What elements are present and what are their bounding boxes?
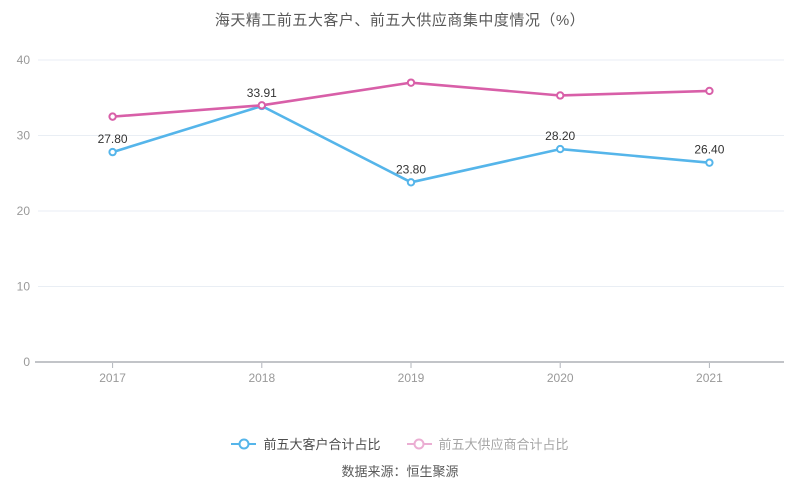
data-point[interactable] (108, 147, 117, 157)
y-axis-label: 20 (17, 204, 31, 218)
data-point-label: 33.91 (247, 86, 277, 100)
x-axis-label: 2018 (248, 371, 275, 385)
ring-icon (238, 438, 250, 449)
line-series-marker-icon (406, 438, 432, 449)
x-axis-label: 2017 (99, 371, 126, 385)
y-axis-label: 0 (23, 355, 30, 369)
data-point-label: 27.80 (98, 132, 128, 146)
data-point[interactable] (108, 112, 117, 121)
line-series-marker-icon (231, 438, 257, 449)
x-axis-label: 2021 (696, 371, 723, 385)
data-point[interactable] (556, 144, 565, 154)
y-axis-label: 40 (17, 53, 31, 67)
data-point[interactable] (556, 91, 565, 100)
data-point[interactable] (705, 86, 714, 96)
y-axis-label: 30 (17, 129, 31, 143)
legend-item-top5-customers[interactable]: 前五大客户合计占比 (231, 434, 381, 453)
data-point-label: 28.20 (545, 129, 575, 143)
data-source-text: 数据来源：恒生聚源 (341, 464, 459, 479)
legend-item-top5-suppliers[interactable]: 前五大供应商合计占比 (406, 434, 569, 453)
y-axis-label: 10 (17, 280, 31, 294)
x-axis-label: 2019 (398, 371, 425, 385)
data-point-label: 26.40 (694, 143, 724, 157)
data-point[interactable] (406, 178, 416, 187)
legend-label-customers: 前五大客户合计占比 (263, 437, 381, 452)
legend-label-suppliers: 前五大供应商合计占比 (438, 437, 569, 452)
chart-legend: 前五大客户合计占比 前五大供应商合计占比 (0, 434, 800, 453)
series-line-1 (111, 81, 711, 118)
data-point[interactable] (406, 78, 416, 87)
data-point[interactable] (257, 101, 266, 110)
x-axis-label: 2020 (547, 371, 574, 385)
line-chart-plot-area: 0 10 20 30 40 2017 2018 2019 2020 2021 27.80 33.91 2… (17, 53, 784, 385)
ring-icon (413, 438, 425, 449)
chart-title: 海天精工前五大客户、前五大供应商集中度情况（%） (214, 12, 586, 29)
data-point-label: 23.80 (396, 162, 426, 176)
data-point[interactable] (705, 158, 714, 167)
